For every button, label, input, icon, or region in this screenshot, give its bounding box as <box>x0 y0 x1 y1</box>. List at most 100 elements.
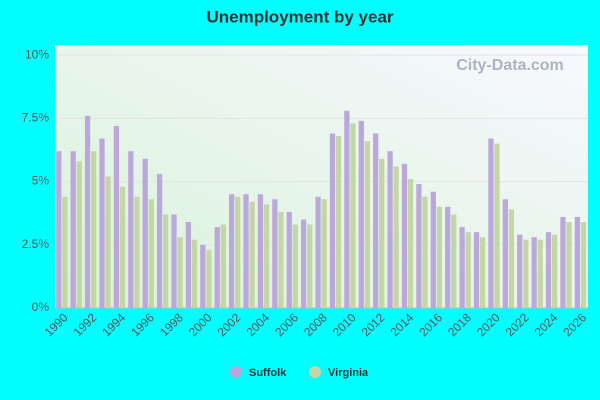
bar <box>430 191 436 308</box>
x-tick-label: 2002 <box>215 310 244 339</box>
bar <box>286 211 292 308</box>
bar <box>257 194 264 308</box>
x-tick-label: 2012 <box>359 310 388 339</box>
bar <box>142 158 148 308</box>
y-tick-label: 2.5% <box>22 237 50 251</box>
bar <box>401 163 408 308</box>
bar <box>91 151 97 308</box>
bar <box>350 123 356 309</box>
bar <box>134 196 140 308</box>
bar <box>214 227 220 308</box>
chart-title: Unemployment by year <box>206 7 393 26</box>
x-tick-label: 2008 <box>301 310 330 339</box>
legend-swatch <box>309 366 321 378</box>
y-tick-label: 7.5% <box>22 111 50 125</box>
x-tick-label: 1994 <box>99 310 128 339</box>
bar <box>249 201 255 308</box>
bar <box>329 133 336 308</box>
bar <box>465 232 471 308</box>
bar <box>113 125 120 308</box>
x-tick-label: 2006 <box>272 310 301 339</box>
bar <box>156 173 163 308</box>
bar <box>307 224 313 308</box>
bar <box>379 158 385 308</box>
bar <box>523 239 529 308</box>
x-tick-label: 1998 <box>157 310 186 339</box>
bar <box>494 143 500 308</box>
x-tick-label: 2026 <box>560 310 589 339</box>
bar <box>177 237 183 308</box>
bar <box>545 232 552 308</box>
bar <box>473 232 480 308</box>
bar <box>566 222 572 308</box>
bar <box>200 244 206 308</box>
legend-label: Suffolk <box>249 367 287 379</box>
bar <box>84 115 91 308</box>
bar <box>148 199 154 308</box>
bar <box>191 239 198 308</box>
bar <box>344 110 350 308</box>
watermark: City-Data.com <box>456 57 564 74</box>
bar <box>128 151 134 308</box>
bar <box>315 196 321 308</box>
x-tick-label: 2020 <box>474 310 503 339</box>
bar <box>272 199 278 308</box>
bar <box>451 214 457 308</box>
bar <box>422 196 428 308</box>
y-tick-label: 5% <box>32 174 50 188</box>
bar <box>445 206 451 308</box>
bar <box>171 214 177 308</box>
bar <box>163 214 169 308</box>
bar <box>301 219 307 308</box>
bar <box>517 234 523 308</box>
x-tick-label: 1992 <box>71 310 100 339</box>
bar <box>531 237 537 308</box>
x-tick-label: 2014 <box>388 310 417 339</box>
bar <box>321 199 327 308</box>
bar <box>488 138 494 308</box>
bar <box>229 194 235 308</box>
bar <box>56 151 62 308</box>
bar <box>292 224 298 308</box>
x-tick-label: 1996 <box>128 310 157 339</box>
bar <box>580 222 587 308</box>
legend-swatch <box>230 366 242 378</box>
bar <box>407 179 414 308</box>
x-tick-label: 2022 <box>503 310 532 339</box>
bar <box>335 136 342 308</box>
bar <box>235 196 241 308</box>
x-tick-label: 2016 <box>416 310 445 339</box>
bar <box>62 196 68 308</box>
bar <box>263 204 270 308</box>
legend-label: Virginia <box>328 367 369 379</box>
bar <box>358 120 364 308</box>
bar <box>479 237 486 308</box>
bar <box>502 199 508 308</box>
bar <box>436 206 442 308</box>
x-tick-label: 2018 <box>445 310 474 339</box>
bar <box>508 209 515 308</box>
bar <box>220 224 226 308</box>
y-tick-label: 0% <box>32 300 50 314</box>
x-tick-label: 2010 <box>330 310 359 339</box>
x-tick-label: 2024 <box>532 310 561 339</box>
bar <box>373 133 379 308</box>
bar <box>393 166 399 308</box>
bar <box>364 141 370 308</box>
y-tick-label: 10% <box>25 47 49 61</box>
bar <box>99 138 105 308</box>
bar <box>278 211 284 308</box>
bar <box>76 161 82 308</box>
bar <box>387 151 393 308</box>
bar <box>537 239 543 308</box>
bar <box>105 176 111 308</box>
bar <box>416 184 422 308</box>
bar <box>206 249 212 308</box>
bar <box>574 216 580 308</box>
bar <box>551 234 558 308</box>
bar <box>243 194 249 308</box>
x-tick-label: 2004 <box>243 310 272 339</box>
bar <box>70 151 76 308</box>
bar <box>185 222 192 308</box>
